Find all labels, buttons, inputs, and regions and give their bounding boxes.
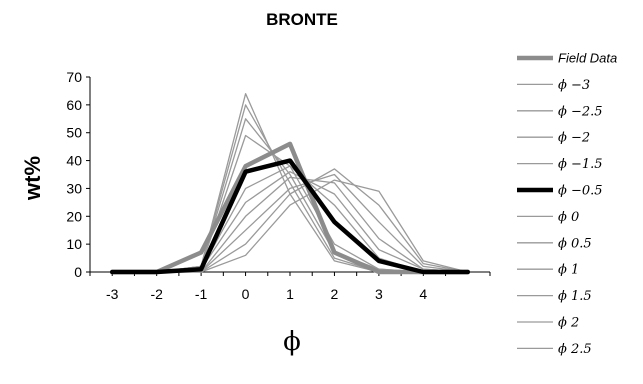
axes: 0 10 20 30 40 50 60 70 -3 -2 -1 0 1 2 3 4	[66, 69, 491, 302]
legend-label: ϕ 0	[558, 210, 579, 225]
x-tick-label: 0	[242, 286, 250, 302]
series-line-10	[111, 168, 469, 273]
y-tick-label: 70	[66, 69, 82, 85]
y-axis-label: wt%	[20, 156, 45, 201]
legend-label: ϕ −0.5	[558, 184, 603, 199]
x-tick-label: 2	[331, 286, 339, 302]
series-line-0	[109, 141, 471, 275]
y-tick-label: 30	[66, 180, 82, 196]
legend-label: ϕ 1	[558, 263, 579, 278]
legend-label: ϕ −3	[558, 78, 590, 93]
x-axis-label: ϕ	[283, 327, 301, 357]
x-tick-label: -2	[150, 286, 163, 302]
chart-title: BRONTE	[266, 10, 338, 29]
legend-label: ϕ 1.5	[558, 289, 592, 304]
y-tick-label: 50	[66, 125, 82, 141]
x-tick-label: -3	[106, 286, 119, 302]
x-tick-label: 1	[286, 286, 294, 302]
legend-label: ϕ 2.5	[558, 342, 592, 357]
x-tick-label: -1	[195, 286, 208, 302]
series-layer	[109, 93, 471, 275]
legend-label: ϕ −1.5	[558, 157, 603, 172]
legend-label: ϕ 2	[558, 316, 579, 331]
series-line-5	[109, 158, 471, 275]
legend-label: ϕ −2.5	[558, 104, 603, 119]
legend-label: ϕ 0.5	[558, 236, 592, 251]
legend-label: ϕ −2	[558, 131, 590, 146]
legend-label: Field Data	[558, 51, 617, 66]
y-tick-label: 60	[66, 97, 82, 113]
y-tick-label: 40	[66, 153, 82, 169]
x-tick-label: 4	[419, 286, 427, 302]
y-tick-label: 20	[66, 208, 82, 224]
legend: Field Data ϕ −3 ϕ −2.5 ϕ −2 ϕ −1.5 ϕ −0.5 ϕ 0 ϕ…	[517, 51, 617, 357]
y-tick-label: 10	[66, 236, 82, 252]
series-line-9	[111, 173, 469, 273]
y-tick-label: 0	[74, 264, 82, 280]
x-tick-label: 3	[375, 286, 383, 302]
